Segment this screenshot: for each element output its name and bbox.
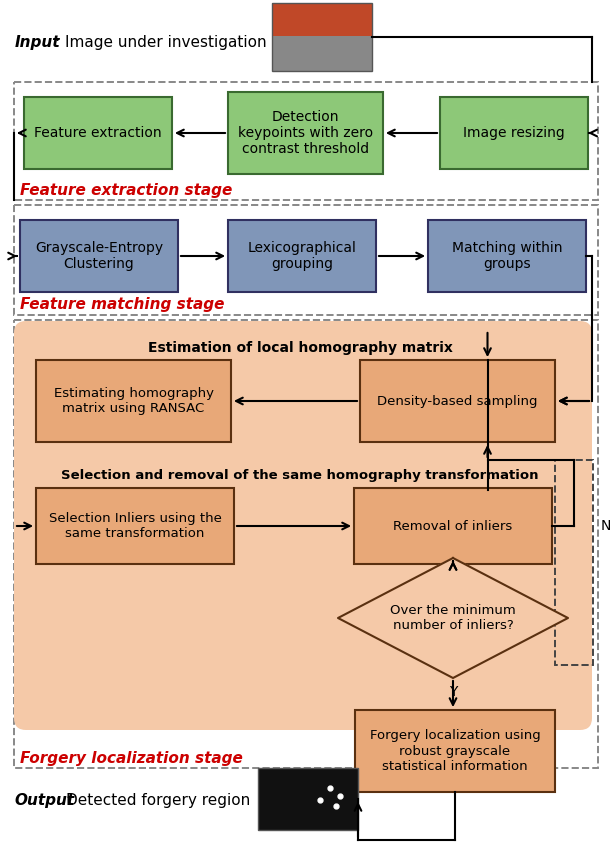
Text: Over the minimum
number of inliers?: Over the minimum number of inliers? <box>390 604 516 632</box>
Bar <box>428 220 586 292</box>
Bar <box>14 82 598 200</box>
Text: Removal of inliers: Removal of inliers <box>394 520 513 532</box>
Text: Matching within
groups: Matching within groups <box>452 241 562 271</box>
FancyBboxPatch shape <box>14 448 592 730</box>
FancyBboxPatch shape <box>14 321 592 475</box>
Text: Feature extraction: Feature extraction <box>34 126 162 140</box>
Text: : Image under investigation: : Image under investigation <box>55 35 267 50</box>
Text: Y: Y <box>449 685 457 699</box>
Text: Output: Output <box>14 792 74 807</box>
Bar <box>36 488 234 564</box>
Bar <box>555 460 593 665</box>
Polygon shape <box>338 558 568 678</box>
Bar <box>14 320 598 768</box>
Bar <box>354 488 552 564</box>
Bar <box>360 360 555 442</box>
Text: N: N <box>601 519 611 533</box>
Text: Forgery localization stage: Forgery localization stage <box>20 750 243 765</box>
Text: Image resizing: Image resizing <box>463 126 565 140</box>
Bar <box>228 92 383 174</box>
Bar <box>272 3 372 71</box>
Bar <box>36 360 231 442</box>
Bar <box>24 97 172 169</box>
Text: Selection Inliers using the
same transformation: Selection Inliers using the same transfo… <box>48 512 222 540</box>
Bar <box>228 220 376 292</box>
Text: Estimating homography
matrix using RANSAC: Estimating homography matrix using RANSA… <box>53 387 214 415</box>
Text: Selection and removal of the same homography transformation: Selection and removal of the same homogr… <box>61 470 539 482</box>
Text: Detection
keypoints with zero
contrast threshold: Detection keypoints with zero contrast t… <box>238 109 373 157</box>
Bar <box>272 3 372 35</box>
Bar <box>14 205 598 315</box>
Text: Grayscale-Entropy
Clustering: Grayscale-Entropy Clustering <box>35 241 163 271</box>
Bar <box>20 220 178 292</box>
Text: Feature matching stage: Feature matching stage <box>20 297 225 312</box>
Text: : Detected forgery region: : Detected forgery region <box>56 792 250 807</box>
Text: Feature extraction stage: Feature extraction stage <box>20 183 233 198</box>
Text: Density-based sampling: Density-based sampling <box>377 395 538 408</box>
Bar <box>258 768 358 830</box>
Bar <box>355 710 555 792</box>
Text: Estimation of local homography matrix: Estimation of local homography matrix <box>147 341 452 355</box>
Text: Lexicographical
grouping: Lexicographical grouping <box>248 241 356 271</box>
Text: Forgery localization using
robust grayscale
statistical information: Forgery localization using robust graysc… <box>370 729 540 772</box>
Bar <box>272 35 372 71</box>
Bar <box>440 97 588 169</box>
Text: Input: Input <box>15 35 61 50</box>
